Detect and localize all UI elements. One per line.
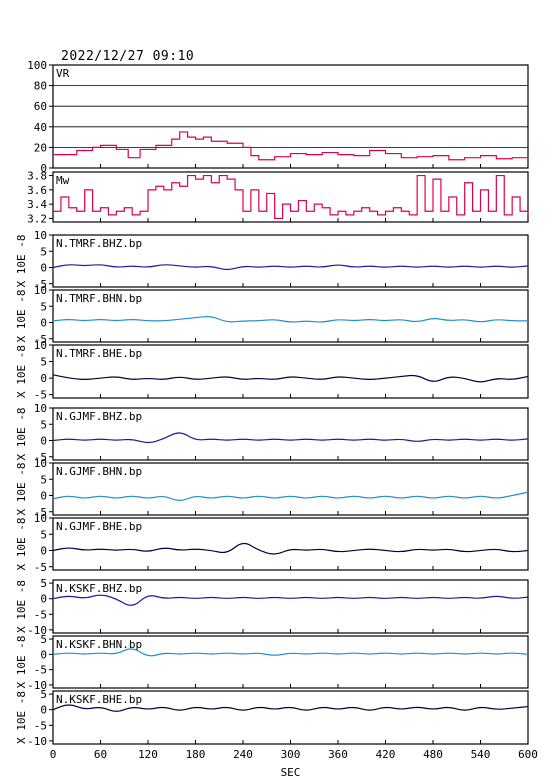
y-tick-label: -5 [34, 389, 47, 402]
y-tick-label: 100 [27, 59, 47, 72]
x-tick-label: 0 [50, 748, 57, 761]
y-tick-label: 10 [34, 402, 47, 415]
y-tick-label: -5 [34, 608, 47, 621]
y-tick-label: 0 [40, 435, 47, 448]
y-tick-label: 10 [34, 512, 47, 525]
y-axis-label: X 10E -8 [15, 691, 28, 744]
y-tick-label: 0 [40, 593, 47, 606]
panel-label: N.GJMF.BHN.bp [56, 465, 142, 478]
panel-label: N.GJMF.BHE.bp [56, 520, 142, 533]
y-axis-label: X 10E -8 [15, 636, 28, 689]
y-tick-label: 80 [34, 80, 47, 93]
x-tick-label: 60 [94, 748, 107, 761]
y-tick-label: 40 [34, 121, 47, 134]
series-line [52, 432, 529, 444]
y-tick-label: 0 [40, 262, 47, 275]
y-axis-label: X 10E -8 [15, 290, 28, 343]
y-tick-label: 5 [40, 356, 47, 369]
y-tick-label: -5 [34, 664, 47, 677]
x-axis-label: SEC [281, 766, 301, 779]
series-line [53, 131, 529, 161]
y-tick-label: 5 [40, 577, 47, 590]
y-tick-label: -5 [34, 719, 47, 732]
y-tick-label: 0 [40, 648, 47, 661]
y-tick-label: 10 [34, 457, 47, 470]
series-line [52, 374, 529, 383]
y-tick-label: 5 [40, 528, 47, 541]
x-tick-label: 600 [518, 748, 538, 761]
x-tick-label: 240 [233, 748, 253, 761]
y-tick-label: 0 [40, 162, 47, 175]
panel-label: N.TMRF.BHE.bp [56, 347, 142, 360]
y-tick-label: -10 [27, 679, 47, 692]
y-tick-label: -5 [34, 506, 47, 519]
series-line [53, 174, 529, 220]
x-tick-label: 480 [423, 748, 443, 761]
panel-label: N.KSKF.BHE.bp [56, 693, 142, 706]
y-tick-label: 60 [34, 100, 47, 113]
y-tick-label: 5 [40, 300, 47, 313]
y-axis-label: X 10E -8 [15, 580, 28, 633]
y-tick-label: -5 [34, 278, 47, 291]
x-tick-label: 540 [471, 748, 491, 761]
y-axis-label: X 10E -8 [15, 235, 28, 288]
y-tick-label: 10 [34, 284, 47, 297]
y-tick-label: -5 [34, 451, 47, 464]
y-tick-label: 0 [40, 490, 47, 503]
y-tick-label: 3.8 [27, 170, 47, 183]
y-tick-label: 3.6 [27, 184, 47, 197]
y-tick-label: 3.4 [27, 198, 47, 211]
y-tick-label: -5 [34, 561, 47, 574]
y-tick-label: 10 [34, 339, 47, 352]
y-tick-label: 5 [40, 418, 47, 431]
y-tick-label: 20 [34, 141, 47, 154]
series-line [52, 542, 529, 555]
panel-label: N.KSKF.BHZ.bp [56, 582, 142, 595]
y-tick-label: 5 [40, 688, 47, 701]
series-line [52, 491, 529, 501]
series-line [52, 704, 529, 712]
x-tick-label: 360 [328, 748, 348, 761]
panel-label: Mw [56, 174, 70, 187]
x-tick-label: 180 [186, 748, 206, 761]
y-tick-label: 0 [40, 545, 47, 558]
y-tick-label: 10 [34, 229, 47, 242]
y-tick-label: 3.2 [27, 212, 47, 225]
y-axis-label: X 10E -8 [15, 345, 28, 398]
panel-frame [52, 64, 529, 169]
panel-label: N.TMRF.BHZ.bp [56, 237, 142, 250]
y-tick-label: 5 [40, 245, 47, 258]
y-tick-label: 0 [40, 317, 47, 330]
y-tick-label: -5 [34, 333, 47, 346]
y-tick-label: -10 [27, 624, 47, 637]
y-axis-label: X 10E -8 [15, 518, 28, 571]
x-tick-label: 120 [138, 748, 158, 761]
y-tick-label: 5 [40, 633, 47, 646]
series-line [52, 648, 529, 657]
x-tick-label: 300 [281, 748, 301, 761]
y-tick-label: 5 [40, 473, 47, 486]
panel-label: N.KSKF.BHN.bp [56, 638, 142, 651]
y-tick-label: -10 [27, 735, 47, 748]
y-axis-label: X 10E -8 [15, 463, 28, 516]
series-line [52, 316, 528, 323]
panel-label: VR [56, 67, 70, 80]
series-line [52, 264, 529, 271]
x-tick-label: 420 [376, 748, 396, 761]
y-tick-label: 0 [40, 372, 47, 385]
y-axis-label: X 10E -8 [15, 408, 28, 461]
panel-label: N.GJMF.BHZ.bp [56, 410, 142, 423]
timestamp-label: 2022/12/27 09:10 [61, 49, 195, 64]
panel-label: N.TMRF.BHN.bp [56, 292, 142, 305]
y-tick-label: 0 [40, 704, 47, 717]
series-line [52, 594, 529, 606]
